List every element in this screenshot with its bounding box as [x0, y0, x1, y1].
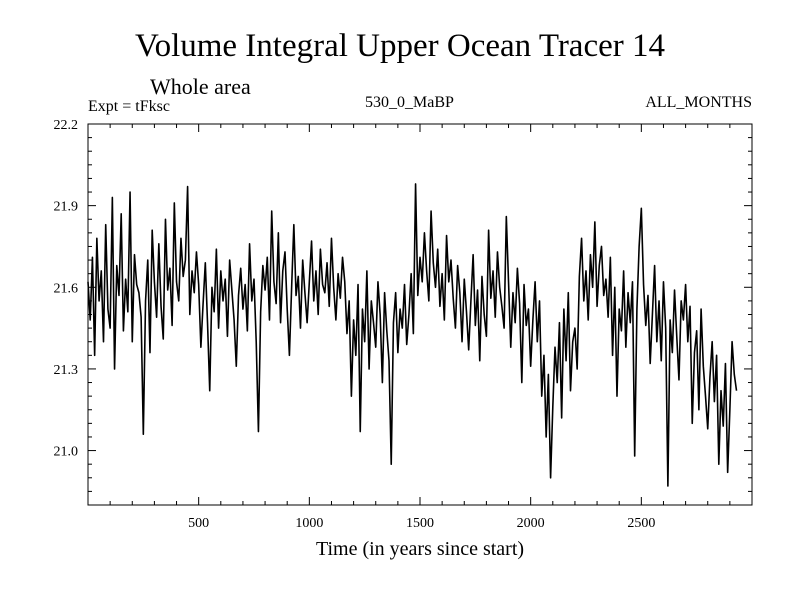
experiment-label: Expt = tFksc — [88, 98, 170, 115]
y-tick-label: 21.6 — [54, 281, 79, 296]
series-line-tracer-14 — [87, 183, 738, 487]
chart-subtitle: Whole area — [150, 74, 251, 99]
y-tick-label: 22.2 — [54, 118, 79, 133]
plot-frame — [87, 123, 753, 506]
y-tick-label: 21.9 — [54, 200, 79, 215]
x-axis-label: Time (in years since start) — [315, 538, 525, 560]
y-tick-label: 21.0 — [54, 445, 79, 460]
x-tick-label: 2500 — [627, 516, 655, 531]
y-tick-label: 21.3 — [54, 363, 79, 378]
x-tick-label: 1500 — [406, 516, 434, 531]
x-tick-label: 1000 — [295, 516, 323, 531]
period-label: ALL_MONTHS — [645, 94, 752, 111]
run-label: 530_0_MaBP — [365, 94, 454, 111]
x-tick-label: 500 — [188, 516, 209, 531]
x-tick-label: 2000 — [517, 516, 545, 531]
tick-labels: 500 1000 1500 2000 2500 21.0 21.3 21.6 21.9 22.2 — [54, 118, 656, 531]
chart-title: Volume Integral Upper Ocean Tracer 14 — [135, 28, 665, 64]
